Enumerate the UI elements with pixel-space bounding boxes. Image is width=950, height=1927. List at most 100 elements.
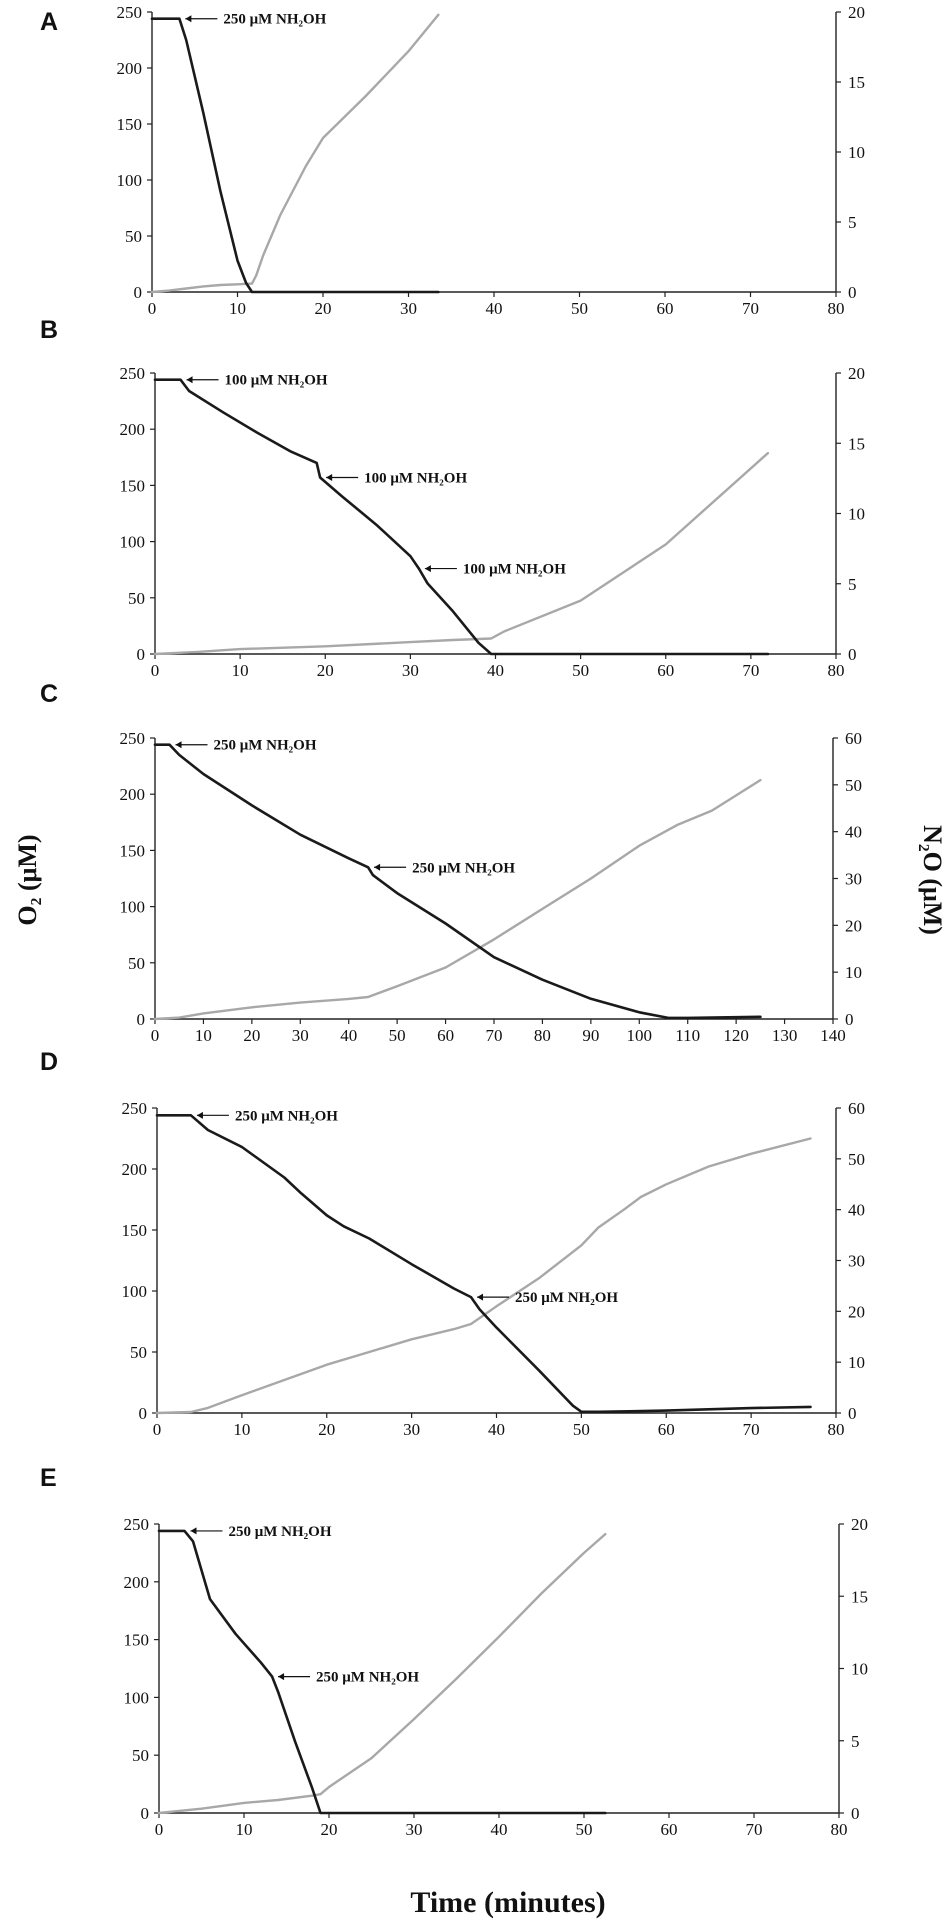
left-tick-label-c: 250 [120,729,146,748]
n2o-series-line-e [157,1532,607,1815]
annotation-arrowhead-a [185,15,192,23]
right-tick-label-d: 20 [848,1302,865,1321]
x-tick-label-b: 0 [151,661,160,680]
x-tick-label-d: 60 [658,1420,675,1439]
x-tick-label-d: 40 [488,1420,505,1439]
left-tick-label-b: 250 [120,364,146,383]
left-tick-label-a: 50 [125,227,142,246]
right-tick-label-c: 30 [845,870,862,889]
right-axis-title: N₂O (μM) [918,825,947,935]
x-tick-label-c: 60 [437,1026,454,1045]
left-tick-label-c: 150 [120,841,146,860]
left-tick-label-d: 200 [122,1160,148,1179]
right-tick-label-d: 30 [848,1252,865,1271]
right-tick-label-b: 20 [848,364,865,383]
right-tick-label-b: 10 [848,505,865,524]
left-tick-label-e: 50 [132,1746,149,1765]
right-tick-label-a: 15 [848,73,865,92]
x-tick-label-b: 60 [657,661,674,680]
x-tick-label-a: 70 [742,299,759,318]
x-tick-label-a: 50 [571,299,588,318]
annotation-label-c: 250 μM NH₂OH [214,738,317,754]
x-tick-label-c: 10 [195,1026,212,1045]
x-tick-label-c: 140 [820,1026,846,1045]
annotation-label-e: 250 μM NH₂OH [316,1670,419,1686]
left-tick-label-d: 0 [139,1404,148,1423]
right-tick-label-e: 20 [851,1515,868,1534]
annotation-arrowhead-b [424,565,431,573]
left-tick-label-e: 150 [124,1631,150,1650]
n2o-series-line-b [153,451,770,656]
right-tick-label-a: 0 [848,283,857,302]
left-tick-label-d: 150 [122,1221,148,1240]
annotation-label-e: 250 μM NH₂OH [229,1524,332,1540]
x-tick-label-b: 40 [487,661,504,680]
x-tick-label-b: 20 [317,661,334,680]
annotation-label-b: 100 μM NH₂OH [225,373,328,389]
x-tick-label-e: 60 [661,1820,678,1839]
left-axis-title: O₂ (μM) [13,834,42,925]
left-tick-label-a: 200 [117,59,143,78]
panel-label-d: D [40,1048,58,1076]
x-tick-label-e: 40 [491,1820,508,1839]
right-tick-label-d: 50 [848,1150,865,1169]
x-tick-label-a: 60 [657,299,674,318]
x-tick-label-d: 10 [233,1420,250,1439]
annotation-arrowhead-c [374,863,381,871]
left-tick-label-c: 0 [137,1010,146,1029]
x-tick-label-c: 50 [389,1026,406,1045]
x-tick-label-c: 120 [723,1026,749,1045]
x-tick-label-e: 20 [321,1820,338,1839]
annotation-label-b: 100 μM NH₂OH [364,471,467,487]
x-tick-label-d: 30 [403,1420,420,1439]
annotation-label-d: 250 μM NH₂OH [235,1108,338,1124]
left-tick-label-b: 150 [120,476,146,495]
o2-series-line-a [150,17,440,294]
x-tick-label-d: 50 [573,1420,590,1439]
x-axis-title: Time (minutes) [410,1886,605,1919]
n2o-series-line-d [155,1137,812,1415]
x-tick-label-c: 30 [292,1026,309,1045]
x-tick-label-d: 70 [743,1420,760,1439]
left-tick-label-b: 50 [128,589,145,608]
panel-label-a: A [40,8,58,36]
o2-series-line-b [153,378,770,656]
annotation-arrowhead-b [186,376,193,384]
panel-label-b: B [40,316,58,344]
x-tick-label-b: 50 [572,661,589,680]
x-tick-label-a: 40 [486,299,503,318]
x-tick-label-c: 70 [486,1026,503,1045]
x-tick-label-c: 130 [772,1026,798,1045]
x-tick-label-e: 70 [746,1820,763,1839]
right-tick-label-a: 5 [848,213,857,232]
annotation-arrowhead-e [190,1527,197,1535]
right-tick-label-c: 60 [845,729,862,748]
left-tick-label-d: 50 [130,1343,147,1362]
right-tick-label-e: 5 [851,1732,860,1751]
right-tick-label-d: 10 [848,1353,865,1372]
annotation-arrowhead-e [278,1673,285,1681]
right-tick-label-c: 40 [845,823,862,842]
x-tick-label-d: 80 [828,1420,845,1439]
right-tick-label-c: 20 [845,916,862,935]
left-tick-label-a: 250 [117,3,143,22]
right-tick-label-a: 20 [848,3,865,22]
right-tick-label-c: 10 [845,963,862,982]
x-tick-label-e: 30 [406,1820,423,1839]
right-tick-label-c: 50 [845,776,862,795]
annotation-label-b: 100 μM NH₂OH [463,562,566,578]
o2-series-line-c [153,743,762,1020]
left-tick-label-c: 50 [128,954,145,973]
o2-series-line-d [155,1114,812,1414]
n2o-series-line-c [153,778,762,1021]
x-tick-label-e: 80 [831,1820,848,1839]
x-tick-label-c: 0 [151,1026,160,1045]
annotation-label-a: 250 μM NH₂OH [223,12,326,28]
left-tick-label-e: 100 [124,1688,150,1707]
x-tick-label-c: 20 [243,1026,260,1045]
right-tick-label-d: 60 [848,1099,865,1118]
annotation-label-d: 250 μM NH₂OH [515,1290,618,1306]
x-tick-label-a: 10 [229,299,246,318]
x-tick-label-b: 70 [742,661,759,680]
